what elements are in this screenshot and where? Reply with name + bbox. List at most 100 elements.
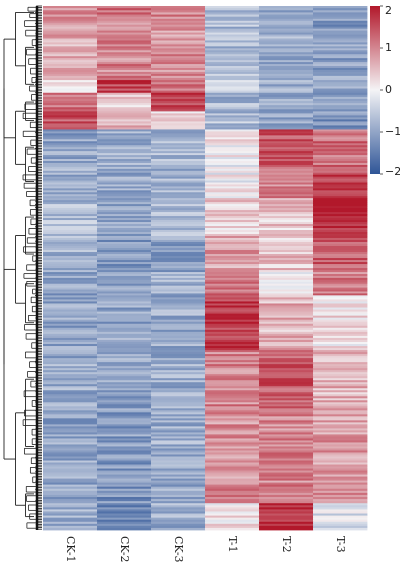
heatmap-cell bbox=[205, 107, 260, 110]
heatmap-cell bbox=[97, 301, 152, 304]
heatmap-cell bbox=[205, 115, 260, 118]
heatmap-cell bbox=[259, 507, 314, 510]
heatmap-cell bbox=[313, 260, 368, 263]
heatmap-cell bbox=[151, 198, 206, 201]
heatmap-cell bbox=[205, 222, 260, 225]
heatmap-cell bbox=[313, 133, 368, 136]
heatmap-cell bbox=[151, 90, 206, 94]
column-label-t-1: T-1 bbox=[226, 536, 239, 553]
heatmap-cell bbox=[259, 107, 314, 110]
heatmap-cell bbox=[151, 515, 206, 519]
heatmap-cell bbox=[97, 400, 152, 403]
heatmap-cell bbox=[43, 287, 98, 290]
heatmap-cell bbox=[205, 350, 260, 353]
heatmap-cell bbox=[151, 182, 206, 185]
heatmap-cell bbox=[97, 494, 152, 498]
heatmap-cell bbox=[313, 486, 368, 490]
heatmap-cell bbox=[259, 339, 314, 343]
heatmap-cell bbox=[313, 440, 368, 443]
heatmap-cell bbox=[313, 84, 368, 87]
heatmap-cell bbox=[97, 250, 152, 253]
heatmap-cell bbox=[97, 77, 152, 81]
heatmap-cell bbox=[313, 503, 368, 506]
heatmap-cell bbox=[259, 448, 314, 451]
heatmap-cell bbox=[313, 494, 368, 498]
heatmap-cell bbox=[97, 335, 152, 339]
heatmap-cell bbox=[259, 432, 314, 435]
heatmap-cell bbox=[97, 36, 152, 39]
heatmap-cell bbox=[151, 54, 206, 57]
heatmap-cell bbox=[259, 279, 314, 283]
heatmap-cell bbox=[205, 192, 260, 195]
heatmap-cell bbox=[97, 135, 152, 138]
heatmap-cell bbox=[151, 418, 206, 421]
heatmap-cell bbox=[97, 488, 152, 492]
heatmap-cell bbox=[259, 511, 314, 514]
heatmap-cell bbox=[151, 241, 206, 245]
heatmap-cell bbox=[259, 323, 314, 327]
heatmap-cell bbox=[313, 311, 368, 315]
heatmap-cell bbox=[151, 297, 206, 300]
heatmap-cell bbox=[259, 66, 314, 69]
heatmap-cell bbox=[259, 434, 314, 437]
heatmap-cell bbox=[313, 327, 368, 331]
heatmap-cell bbox=[97, 258, 152, 261]
heatmap-cell bbox=[259, 466, 314, 469]
heatmap-cell bbox=[313, 279, 368, 283]
dendrogram-branch bbox=[32, 255, 36, 262]
heatmap-cell bbox=[259, 470, 314, 473]
heatmap-cell bbox=[205, 36, 260, 39]
heatmap-cell bbox=[313, 515, 368, 519]
heatmap-cell bbox=[313, 325, 368, 329]
heatmap-cell bbox=[259, 266, 314, 269]
heatmap-cell bbox=[151, 244, 206, 247]
heatmap-cell bbox=[43, 311, 98, 315]
heatmap-cell bbox=[259, 484, 314, 488]
heatmap-cell bbox=[43, 235, 98, 239]
heatmap-cell bbox=[43, 513, 98, 516]
heatmap-cell bbox=[205, 414, 260, 417]
heatmap-cell bbox=[43, 270, 98, 273]
heatmap-cell bbox=[205, 337, 260, 341]
heatmap-cell bbox=[259, 390, 314, 393]
heatmap-cell bbox=[313, 358, 368, 361]
heatmap-cell bbox=[151, 246, 206, 249]
heatmap-cell bbox=[43, 307, 98, 310]
heatmap-cell bbox=[313, 224, 368, 227]
heatmap-cell bbox=[259, 228, 314, 231]
heatmap-cell bbox=[43, 170, 98, 174]
dendrogram-branch bbox=[31, 400, 36, 407]
heatmap-cell bbox=[151, 430, 206, 433]
heatmap-cell bbox=[259, 523, 314, 527]
heatmap-cell bbox=[151, 237, 206, 241]
heatmap-cell bbox=[313, 226, 368, 229]
heatmap-cell bbox=[97, 56, 152, 59]
heatmap-cell bbox=[97, 186, 152, 189]
heatmap-cell bbox=[259, 231, 314, 235]
heatmap-cell bbox=[97, 270, 152, 273]
heatmap-cell bbox=[259, 258, 314, 261]
dendrogram-branch bbox=[31, 342, 36, 349]
heatmap-cell bbox=[151, 474, 206, 477]
heatmap-cell bbox=[259, 329, 314, 333]
heatmap-cell bbox=[313, 525, 368, 529]
heatmap-cell bbox=[205, 256, 260, 259]
colorbar-tick-label: −2 bbox=[385, 165, 400, 178]
heatmap-cell bbox=[313, 172, 368, 176]
heatmap-cell bbox=[313, 297, 368, 300]
heatmap-cell bbox=[151, 262, 206, 265]
heatmap-cell bbox=[259, 73, 314, 77]
heatmap-cell bbox=[43, 103, 98, 106]
heatmap-cell bbox=[259, 303, 314, 306]
heatmap-cell bbox=[43, 260, 98, 263]
heatmap-cell bbox=[97, 368, 152, 371]
heatmap-cell bbox=[43, 258, 98, 261]
heatmap-cell bbox=[97, 472, 152, 475]
heatmap-cell bbox=[151, 101, 206, 104]
heatmap-cell bbox=[259, 464, 314, 467]
heatmap-cell bbox=[205, 190, 260, 193]
heatmap-cell bbox=[259, 176, 314, 180]
heatmap-cell bbox=[97, 235, 152, 239]
heatmap-cell bbox=[43, 68, 98, 71]
